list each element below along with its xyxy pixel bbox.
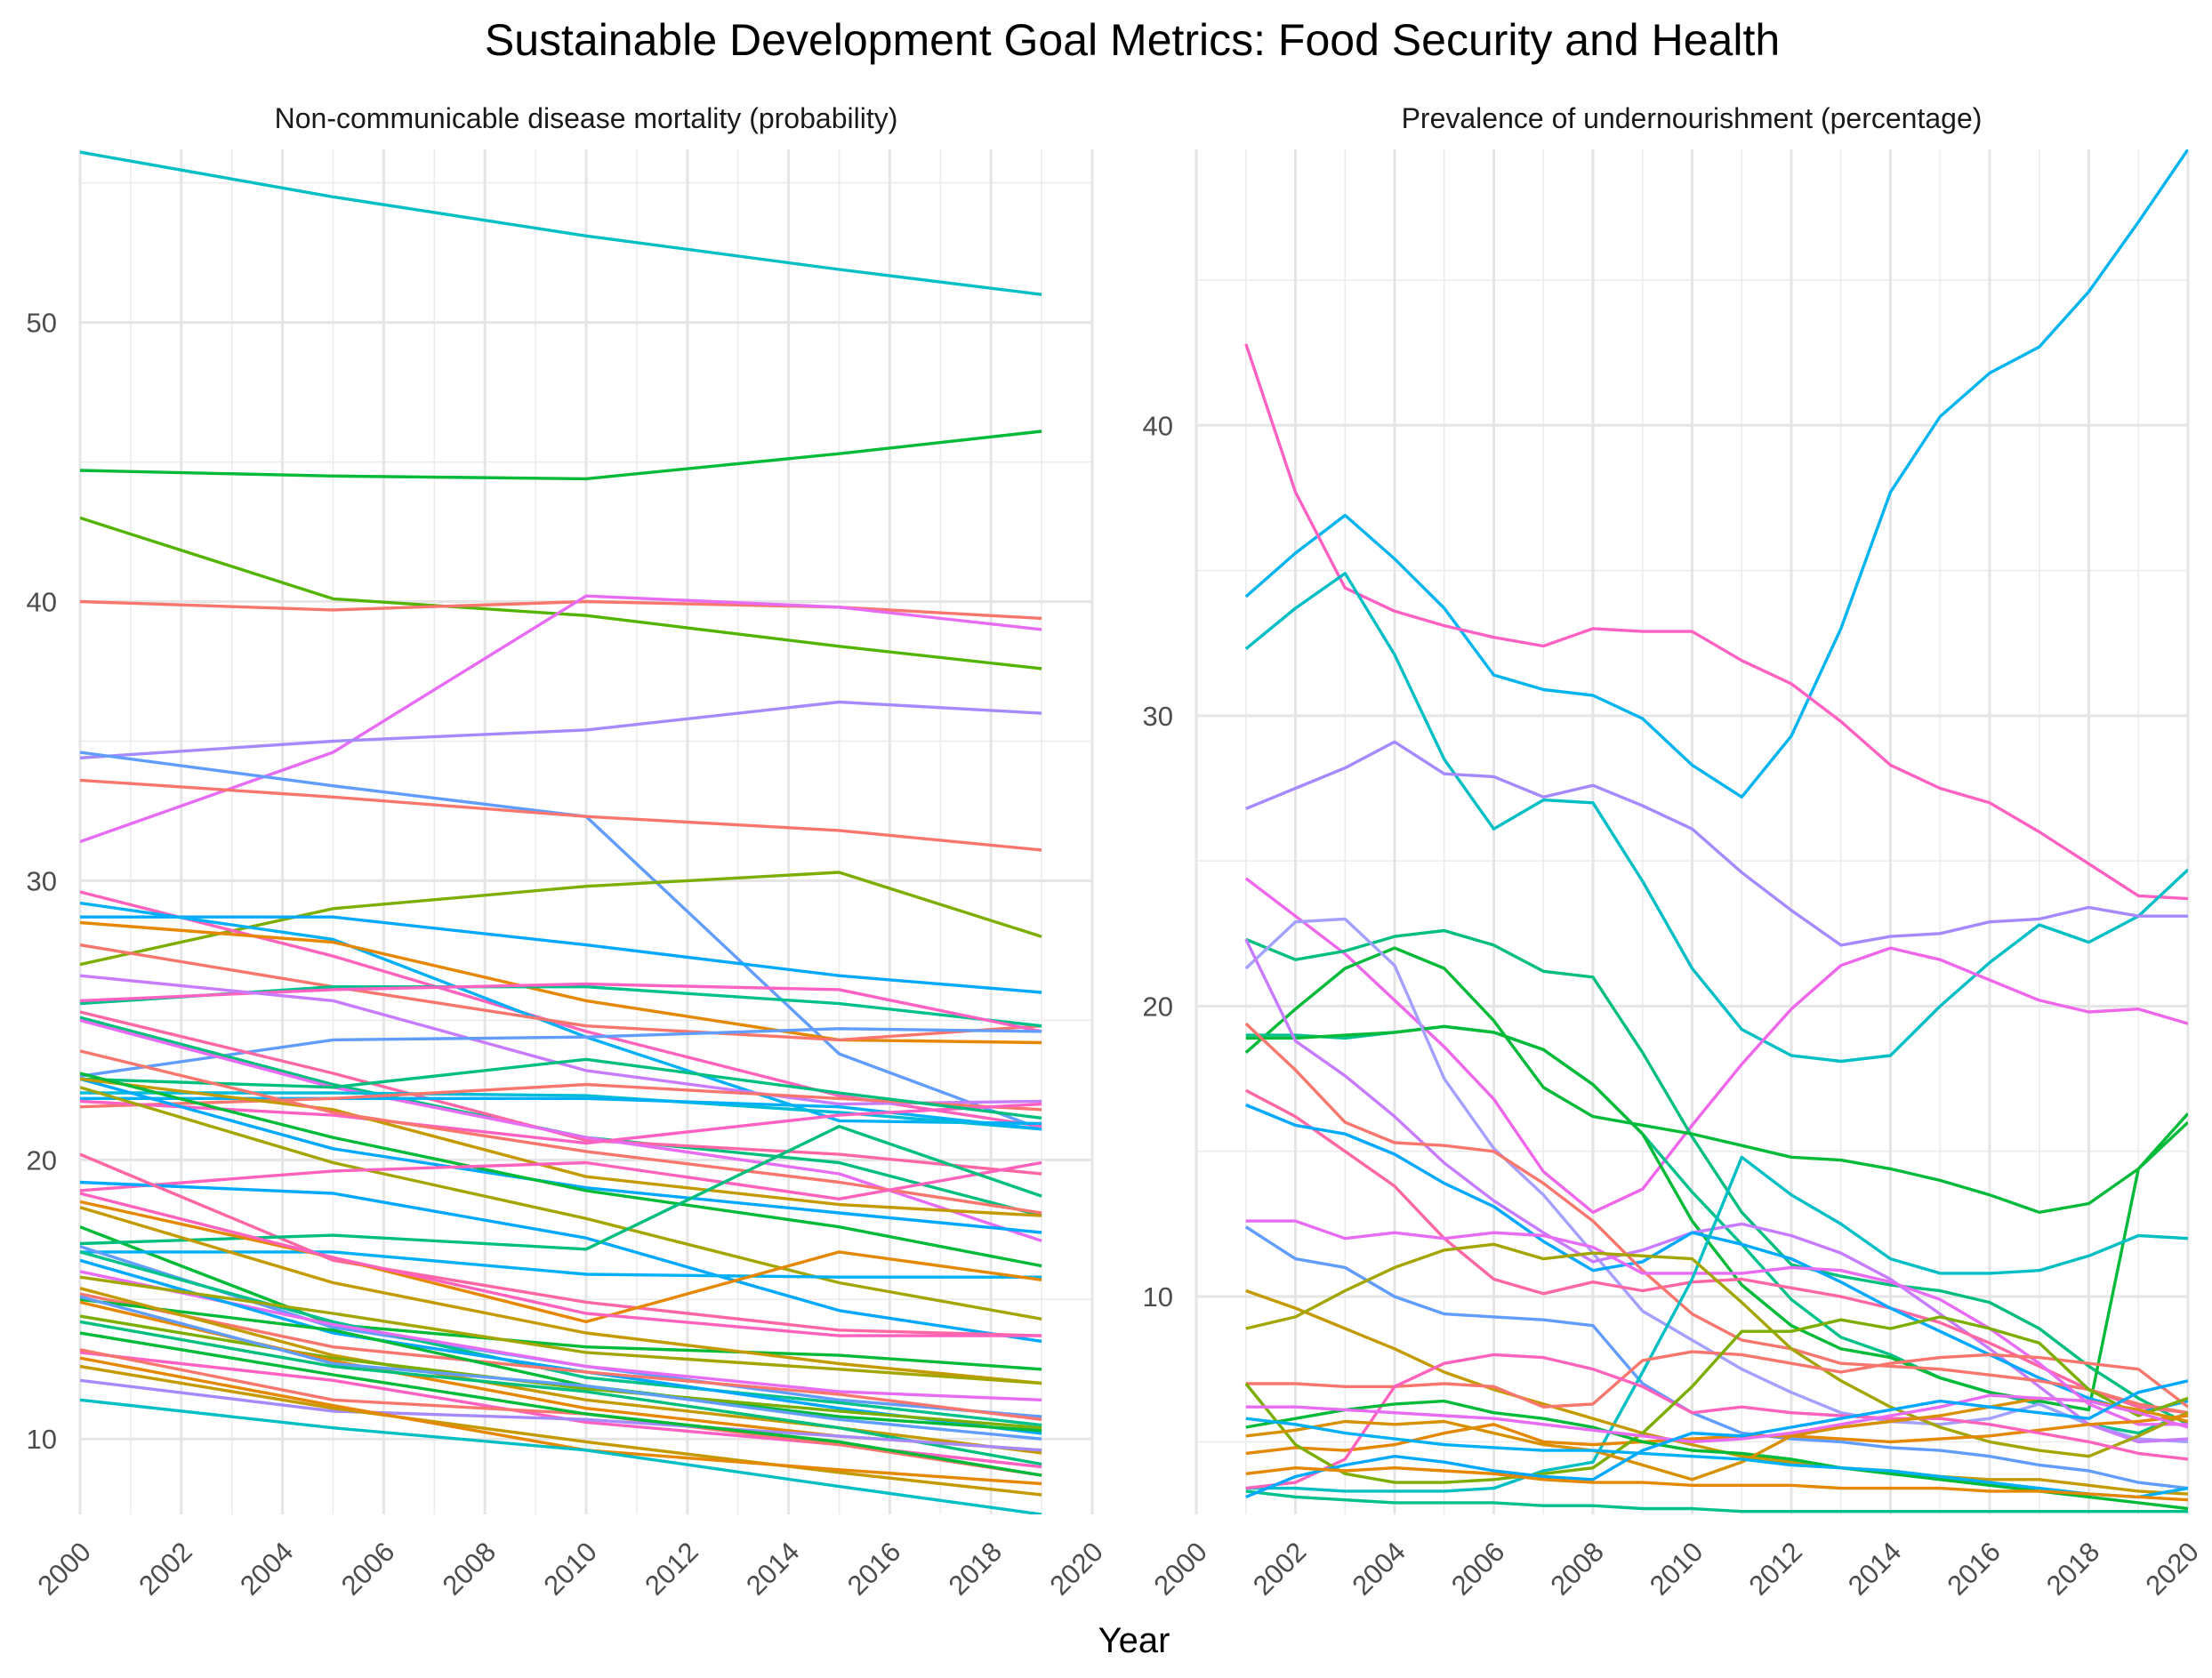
series-line [80, 150, 1042, 296]
series-line [80, 700, 1042, 759]
y-tick-label: 20 [27, 1144, 57, 1176]
series-line [80, 1225, 1042, 1371]
series-line [80, 1049, 1042, 1215]
series-line [80, 1292, 1042, 1421]
series-line [80, 1287, 1042, 1455]
series-line [1245, 1396, 2188, 1481]
series-line [1245, 1489, 2188, 1513]
series-line [80, 1200, 1042, 1324]
series-line [1245, 1417, 2188, 1499]
y-tick-label: 40 [1143, 410, 1173, 441]
series-line [1245, 1103, 2188, 1415]
series-line [80, 943, 1042, 1042]
series-line [80, 1018, 1042, 1243]
series-line [80, 1250, 1042, 1427]
x-axis-title: Year [1098, 1621, 1170, 1660]
series-line [80, 1250, 1042, 1279]
y-tick-label: 40 [27, 587, 57, 618]
series-line [80, 1275, 1042, 1385]
series-line [80, 1192, 1042, 1337]
y-tick-label: 10 [1143, 1281, 1173, 1313]
series-line [80, 1072, 1042, 1268]
series-line [1245, 1353, 2188, 1490]
series-line [80, 1270, 1042, 1401]
series-line [80, 1206, 1042, 1385]
series-line [1245, 1350, 2188, 1409]
series-line [1244, 946, 2188, 1215]
y-tick-label: 20 [1143, 991, 1173, 1022]
chart-title: Sustainable Development Goal Metrics: Fo… [485, 15, 1780, 65]
series-line [80, 599, 1042, 621]
series-line [80, 1010, 1042, 1176]
series-line [80, 1295, 1042, 1441]
series-line [1245, 928, 2188, 1426]
series-line [1244, 1315, 2188, 1484]
series-line [80, 1160, 1042, 1201]
grid [1194, 149, 2190, 1514]
series-line [80, 1314, 1042, 1430]
panel-undernourishment: Prevalence of undernourishment (percenta… [1143, 102, 2205, 1602]
series-line [80, 915, 1042, 994]
series-line [80, 1077, 1042, 1217]
series-line [1245, 1393, 2188, 1444]
series-line [80, 1398, 1042, 1514]
series-line [1245, 1155, 2188, 1493]
series-line [80, 430, 1042, 481]
series-line [80, 1152, 1042, 1337]
series-line [80, 1057, 1042, 1120]
series-line [1244, 343, 2188, 901]
y-tick-label: 30 [27, 865, 57, 896]
series-line [1245, 1379, 2188, 1498]
series-line [80, 1180, 1042, 1344]
series-line [80, 1331, 1042, 1477]
series-line [80, 516, 1042, 670]
grid [78, 149, 1094, 1514]
series-line [1244, 877, 2188, 1215]
series-line [80, 594, 1042, 844]
y-tick-label: 30 [1143, 701, 1173, 732]
panel-title: Prevalence of undernourishment (percenta… [1402, 102, 1983, 134]
series-line [1245, 1465, 2188, 1502]
series-line [1244, 1022, 2188, 1415]
series-line [1244, 149, 2188, 799]
series-line [80, 1378, 1042, 1452]
series-line [80, 778, 1042, 852]
panel-ncd-mortality: Non-communicable disease mortality (prob… [27, 102, 1109, 1602]
series-line [1245, 1242, 2188, 1458]
series-lines [1244, 149, 2188, 1513]
series-lines [80, 150, 1042, 1514]
series-line [1244, 1225, 2188, 1490]
panel-title: Non-communicable disease mortality (prob… [275, 102, 898, 134]
y-tick-label: 50 [27, 308, 57, 339]
series-line [1245, 740, 2188, 947]
y-tick-label: 10 [27, 1424, 57, 1455]
series-line [80, 1077, 1042, 1234]
series-line [80, 1086, 1042, 1321]
series-line [80, 1364, 1042, 1497]
series-line [1244, 572, 2188, 1064]
series-line [80, 1099, 1042, 1145]
series-line [80, 920, 1042, 1045]
